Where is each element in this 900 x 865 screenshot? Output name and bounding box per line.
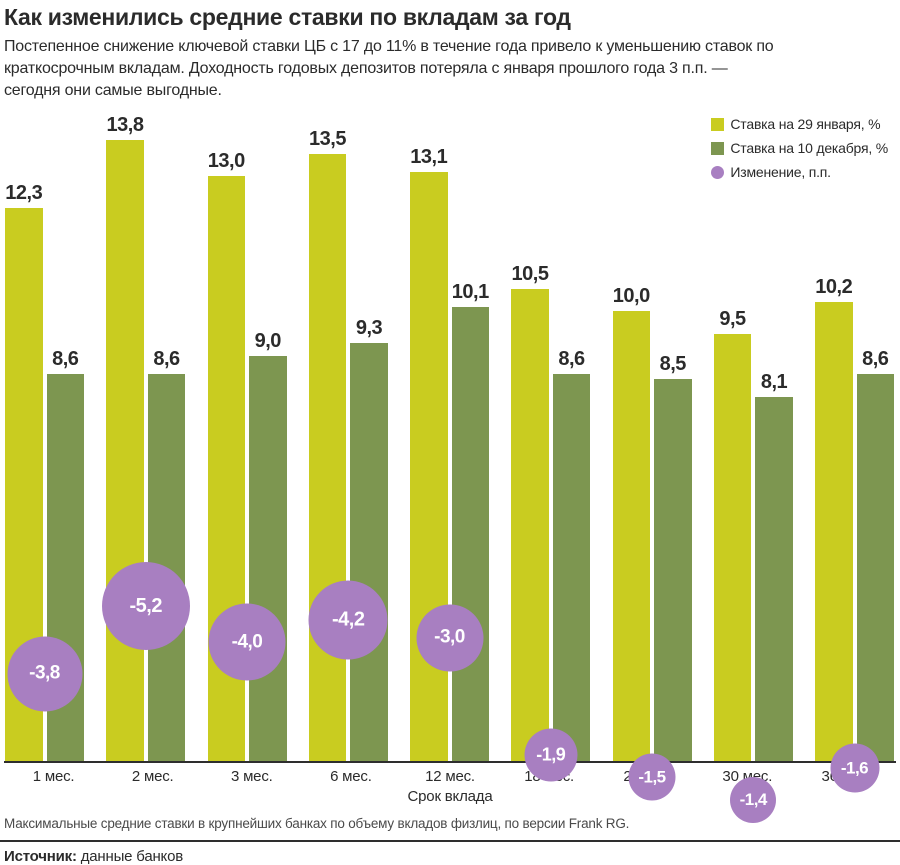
bar-value-label: 8,1 — [760, 370, 788, 393]
subtitle-line-1: Постепенное снижение ключевой ставки ЦБ … — [4, 38, 774, 55]
legend-label: Ставка на 10 декабря, % — [730, 140, 888, 156]
x-tick-label: 12 мес. — [425, 768, 475, 785]
change-bubble: -5,2 — [101, 562, 190, 650]
january-rate-bar: 10,5 — [511, 263, 549, 761]
bar-value-label: 13,5 — [309, 127, 346, 150]
bar-value-label: 10,5 — [511, 262, 549, 285]
subtitle-line-2: краткосрочным вкладам. Доходность годовы… — [4, 60, 728, 77]
december-rate-swatch-icon — [711, 141, 725, 155]
january-rate-bar: 9,5 — [713, 308, 752, 761]
x-tick-label: 6 мес. — [330, 768, 372, 785]
bar-value-label: 13,8 — [106, 114, 144, 136]
legend-item-change: Изменение, п.п. — [711, 164, 888, 180]
bar-value-label: 10,2 — [815, 276, 853, 298]
bar-group: 13,1 10,1 -3,0 — [410, 146, 489, 761]
bar-group: 9,5 8,1 -1,4 — [713, 308, 793, 823]
change-bubble: -1,9 — [524, 728, 578, 781]
december-rate-bar: 8,5 — [654, 353, 692, 761]
january-rate-bar: 10,0 — [612, 285, 650, 761]
bar-group: 10,2 8,6 -1,6 — [815, 276, 894, 793]
bar-value-label: 8,6 — [862, 348, 889, 370]
subtitle-line-3: сегодня они самые выгодные. — [4, 82, 222, 99]
source-label: Источник: — [4, 848, 77, 865]
x-tick-label: 1 мес. — [32, 768, 75, 785]
bar-value-label: 8,5 — [659, 352, 687, 375]
bar-value-label: 8,6 — [153, 348, 180, 370]
january-rate-swatch-icon — [711, 117, 725, 131]
bar-value-label: 8,6 — [558, 348, 585, 370]
chart-footnote: Максимальные средние ставки в крупнейших… — [4, 816, 630, 831]
bar-group: 13,8 8,6 -5,2 — [101, 114, 190, 761]
january-rate-bar: 13,5 — [308, 128, 346, 761]
january-rate-bar: 13,8 — [106, 114, 144, 761]
change-bubble: -3,0 — [416, 604, 483, 671]
bar-value-label: 9,3 — [355, 316, 383, 339]
bar-value-label: 12,3 — [5, 181, 43, 204]
december-rate-bar: 8,1 — [755, 371, 793, 761]
change-swatch-icon — [711, 165, 725, 179]
legend-item-january-rate: Ставка на 29 января, % — [711, 116, 888, 132]
january-rate-bar: 10,2 — [815, 276, 853, 761]
bar-value-label: 10,1 — [451, 280, 489, 303]
chart-subtitle: Постепенное снижение ключевой ставки ЦБ … — [4, 36, 896, 102]
december-rate-bar: 10,1 — [451, 281, 489, 761]
bar-groups: 12,3 8,6 -3,8 13,8 8,6 -5,2 13,0 9,0 -4,0 13,5 9,3… — [5, 110, 894, 823]
chart-canvas: Ставка на 29 января, % Ставка на 10 дека… — [4, 110, 896, 823]
january-rate-bar: 13,1 — [410, 146, 448, 761]
chart-legend: Ставка на 29 января, % Ставка на 10 дека… — [711, 116, 888, 180]
bar-group: 12,3 8,6 -3,8 — [5, 182, 84, 761]
december-rate-bar: 8,6 — [552, 348, 591, 761]
x-tick-label: 3 мес. — [230, 768, 273, 785]
bar-group: 10,5 8,6 -1,9 — [511, 263, 591, 781]
source-line: Источник: данные банков — [4, 848, 896, 865]
x-axis-title: Срок вклада — [407, 788, 493, 805]
legend-item-december-rate: Ставка на 10 декабря, % — [711, 140, 888, 156]
bar-value-label: 8,6 — [52, 348, 79, 370]
x-tick-label: 2 мес. — [131, 768, 174, 785]
bar-group: 13,5 9,3 -4,2 — [308, 128, 388, 761]
bar-value-label: 10,0 — [612, 285, 650, 307]
december-rate-bar: 9,0 — [249, 330, 287, 761]
bar-value-label: 9,0 — [254, 330, 282, 352]
change-bubble: -4,2 — [308, 580, 388, 659]
december-rate-bar: 8,6 — [856, 348, 894, 761]
footer-divider — [0, 840, 900, 842]
bar-value-label: 13,0 — [207, 150, 245, 172]
change-bubble: -1,5 — [628, 753, 676, 801]
december-rate-bar: 9,3 — [350, 317, 388, 761]
bar-value-label: 13,1 — [410, 145, 448, 168]
source-text: данные банков — [80, 848, 184, 865]
change-bubble: -3,8 — [7, 636, 82, 711]
change-bubble: -1,6 — [830, 743, 879, 793]
bar-group: 10,0 8,5 -1,5 — [612, 285, 692, 801]
change-bubble: -4,0 — [208, 603, 286, 681]
bar-group: 13,0 9,0 -4,0 — [207, 150, 287, 761]
bar-value-label: 9,5 — [719, 307, 746, 330]
change-bubble: -1,4 — [730, 776, 777, 823]
legend-label: Ставка на 29 января, % — [730, 116, 881, 132]
legend-label: Изменение, п.п. — [730, 164, 831, 180]
page-title: Как изменились средние ставки по вкладам… — [4, 4, 571, 30]
